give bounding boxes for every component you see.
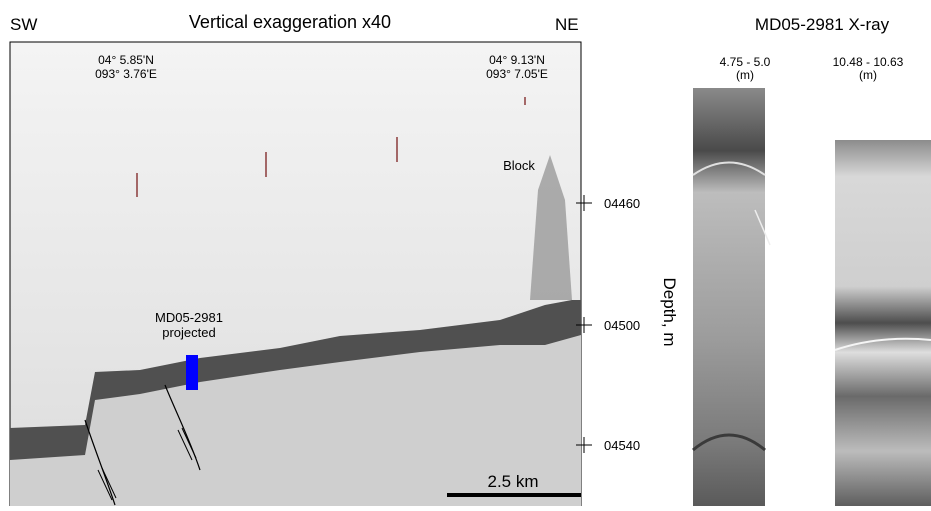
core-range: 4.75 - 5.0 [720,55,771,69]
ne-label: NE [555,15,579,34]
depth-tick-label: 04460 [604,196,640,211]
xray-core [834,140,931,506]
core-label: MD05-2981 [155,310,223,325]
depth-axis-label: Depth, m [660,278,679,347]
depth-ticks [576,195,592,453]
end-lon: 093° 7.05'E [486,67,548,81]
block-label: Block [503,158,535,173]
profile-title: Vertical exaggeration x40 [189,12,391,32]
start-lat: 04° 5.85'N [98,53,154,67]
core-unit: (m) [859,68,877,82]
start-lon: 093° 3.76'E [95,67,157,81]
core-label: projected [162,325,215,340]
core-unit: (m) [736,68,754,82]
scale-bar-label: 2.5 km [487,472,538,491]
sw-label: SW [10,15,37,34]
depth-tick-label: 04540 [604,438,640,453]
xray-title: MD05-2981 X-ray [755,15,890,34]
depth-tick-label: 04500 [604,318,640,333]
seismic-profile [9,41,582,507]
end-lat: 04° 9.13'N [489,53,545,67]
core-range: 10.48 - 10.63 [833,55,904,69]
xray-core [692,88,771,506]
